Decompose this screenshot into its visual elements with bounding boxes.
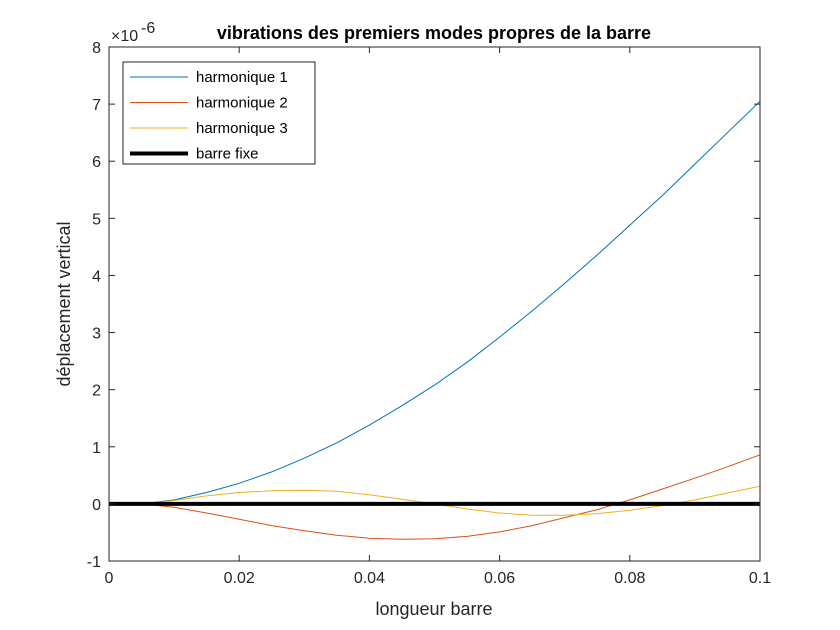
- x-axis-label: longueur barre: [375, 599, 492, 619]
- y-tick-label: 0: [92, 497, 101, 514]
- legend-box: [122, 61, 316, 165]
- legend-label-3: harmonique 3: [196, 120, 288, 137]
- x-tick-label: 0.02: [224, 570, 255, 587]
- legend-label-1: harmonique 1: [196, 69, 288, 86]
- x-tick-label: 0.04: [354, 570, 385, 587]
- series-line-1: [141, 100, 761, 505]
- y-tick-label: 5: [92, 211, 101, 228]
- legend-label-4: barre fixe: [196, 146, 259, 163]
- x-tick-label: 0: [105, 570, 114, 587]
- series-line-2: [141, 454, 761, 540]
- series-layer: [109, 100, 761, 540]
- y-tick-label: 8: [92, 40, 101, 57]
- axes-box: [108, 46, 761, 562]
- x-tick-label: 0.1: [749, 570, 771, 587]
- x-tick-label: 0.08: [614, 570, 645, 587]
- legend: harmonique 1 harmonique 2 harmonique 3 barr…: [122, 61, 316, 165]
- x-tick-label: 0.06: [484, 570, 515, 587]
- y-tick-label: 7: [92, 97, 101, 114]
- chart-title: vibrations des premiers modes propres de…: [217, 23, 651, 43]
- y-tick-label: 1: [92, 440, 101, 457]
- y-multiplier: ×10: [111, 28, 138, 45]
- y-tick-label: 2: [92, 383, 101, 400]
- y-tick-label: 6: [92, 154, 101, 171]
- y-tick-label: -1: [87, 554, 101, 571]
- y-tick-label: 3: [92, 326, 101, 343]
- y-axis-label: déplacement vertical: [54, 221, 74, 386]
- series-line-3: [141, 485, 761, 516]
- y-exponent: -6: [141, 20, 155, 37]
- axes-layer: [108, 46, 761, 562]
- y-tick-label: 4: [92, 268, 101, 285]
- legend-label-2: harmonique 2: [196, 95, 288, 112]
